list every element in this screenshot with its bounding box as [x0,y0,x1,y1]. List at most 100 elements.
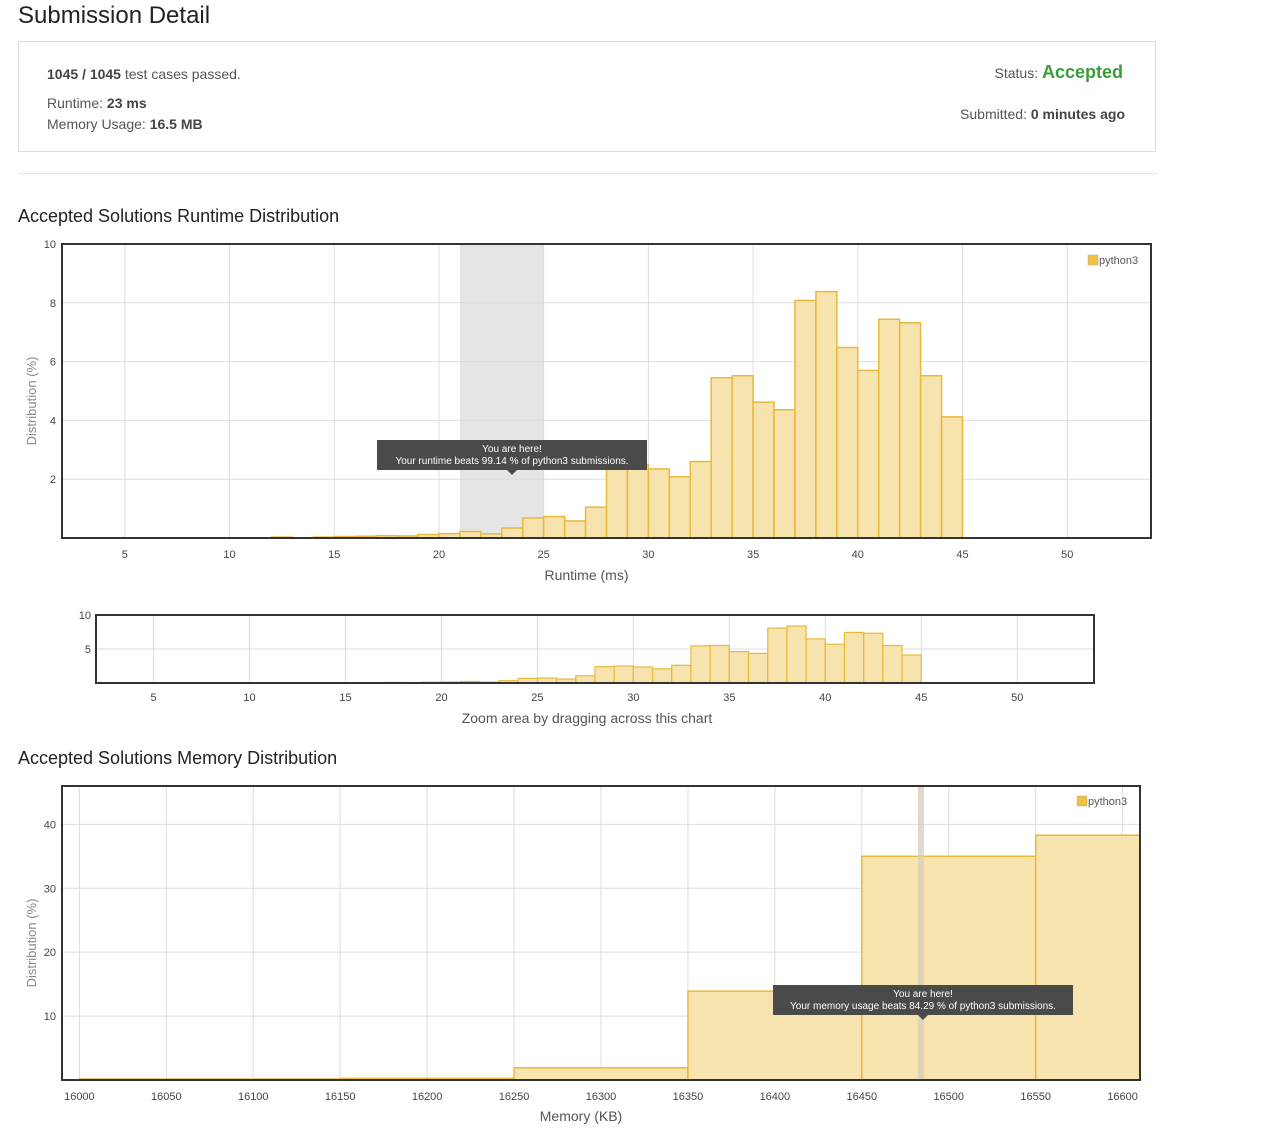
y-tick-label: 6 [50,357,56,369]
x-tick-label: 5 [122,549,128,561]
tooltip-title: You are here! [482,444,542,455]
nav-bar [882,644,903,684]
nav-x-tick-label: 10 [243,692,255,704]
runtime-bar [731,374,754,539]
you-are-here-band [917,786,924,1080]
x-tick-label: 30 [642,549,654,561]
runtime-value: 23 ms [106,95,147,111]
mem-y-tick-label: 40 [44,819,56,831]
memory-distribution-chart[interactable]: 16000 16050 16100 16150 16200 16250 16300 16350… [0,778,1170,1128]
legend-swatch [1087,254,1099,266]
mem-x-tick-label: 16050 [151,1091,182,1103]
y-tick-label: 10 [44,239,56,251]
runtime-bar [794,299,817,539]
x-tick-label: 40 [852,549,864,561]
mem-x-tick-label: 16600 [1107,1091,1138,1103]
mem-x-tick-label: 16300 [586,1091,617,1103]
mem-x-tick-label: 16400 [760,1091,791,1103]
nav-bar [632,666,654,684]
runtime-bar [773,409,796,539]
nav-bar [843,631,865,684]
runtime-zoom-navigator[interactable]: 5 10 15 20 25 30 35 40 45 50 5 10 Zoom area by dragg… [0,606,1120,730]
status-badge: Accepted [1041,62,1123,82]
nav-bar [671,664,692,684]
nav-bar [651,668,673,684]
nav-bar [863,632,884,684]
mem-y-axis-label: Distribution (%) [24,899,39,988]
passed-text: test cases passed. [120,66,241,82]
y-tick-label: 2 [50,474,56,486]
nav-bar [767,627,788,684]
memory-value: 16.5 MB [149,116,203,132]
status-label: Status: [994,65,1042,81]
nav-bar [575,675,596,684]
x-tick-label: 10 [223,549,235,561]
runtime-line: Runtime: 23 ms [47,95,147,111]
nav-x-tick-label: 50 [1011,692,1023,704]
nav-bar [747,652,769,684]
status-line: Status: Accepted [995,62,1124,83]
mem-x-tick-label: 16100 [238,1091,269,1103]
runtime-distribution-chart[interactable]: 5 10 15 20 25 30 35 40 45 50 2 4 6 8 10 Runtime (ms) Dis… [0,236,1170,586]
nav-x-tick-label: 35 [723,692,735,704]
memory-bar [513,1067,689,1081]
nav-bar [824,643,846,684]
test-cases-passed: 1045 / 1045 test cases passed. [47,66,241,82]
x-tick-label: 35 [747,549,759,561]
y-tick-label: 4 [50,415,56,427]
tooltip-text: Your runtime beats 99.14 % of python3 su… [395,456,628,467]
x-tick-label: 50 [1061,549,1073,561]
tooltip-box [377,440,647,470]
mem-x-tick-label: 16250 [499,1091,530,1103]
submitted-value: 0 minutes ago [1030,106,1125,122]
mem-x-axis-label: Memory (KB) [540,1108,622,1124]
mem-x-tick-label: 16350 [673,1091,704,1103]
x-tick-label: 15 [328,549,340,561]
mem-legend-swatch [1076,795,1088,807]
x-tick-label: 25 [538,549,550,561]
nav-bar [728,650,750,684]
nav-bar [613,665,634,684]
nav-caption: Zoom area by dragging across this chart [462,710,713,726]
runtime-bar [668,476,692,539]
runtime-label: Runtime: [47,95,107,111]
runtime-bar [584,506,608,539]
runtime-bar [501,527,524,539]
runtime-bar [542,515,566,539]
legend-label: python3 [1099,255,1138,267]
runtime-bar [605,466,629,539]
nav-x-tick-label: 40 [819,692,831,704]
y-axis-label: Distribution (%) [24,357,39,446]
mem-tooltip-pointer [918,1015,928,1020]
mem-y-tick-label: 10 [44,1011,56,1023]
divider [18,173,1158,174]
runtime-bar [919,374,943,539]
submitted-line: Submitted: 0 minutes ago [960,106,1125,122]
nav-bar [709,644,730,684]
nav-bar [690,645,711,684]
mem-x-tick-label: 16550 [1020,1091,1051,1103]
runtime-bar [940,416,964,539]
memory-label: Memory Usage: [47,116,150,132]
runtime-bar [710,377,733,539]
nav-y-tick-label: 5 [85,644,91,656]
mem-y-tick-label: 30 [44,883,56,895]
runtime-bar [647,468,671,539]
runtime-bar [857,369,880,539]
runtime-section-title: Accepted Solutions Runtime Distribution [18,206,340,226]
nav-x-tick-label: 30 [627,692,639,704]
x-tick-label: 20 [433,549,445,561]
nav-x-tick-label: 45 [915,692,927,704]
nav-y-tick-label: 10 [79,610,91,622]
nav-x-tick-label: 25 [531,692,543,704]
runtime-bar [626,463,650,539]
nav-x-tick-label: 5 [151,692,157,704]
runtime-bar [563,520,587,539]
mem-tooltip-text: Your memory usage beats 84.29 % of pytho… [790,1001,1056,1012]
you-are-here-band [459,244,544,538]
runtime-bar [521,517,545,539]
nav-x-tick-label: 20 [435,692,447,704]
memory-section-title: Accepted Solutions Memory Distribution [18,748,338,768]
x-axis-label: Runtime (ms) [544,567,628,583]
submission-summary-card: 1045 / 1045 test cases passed. Runtime: … [18,41,1156,152]
